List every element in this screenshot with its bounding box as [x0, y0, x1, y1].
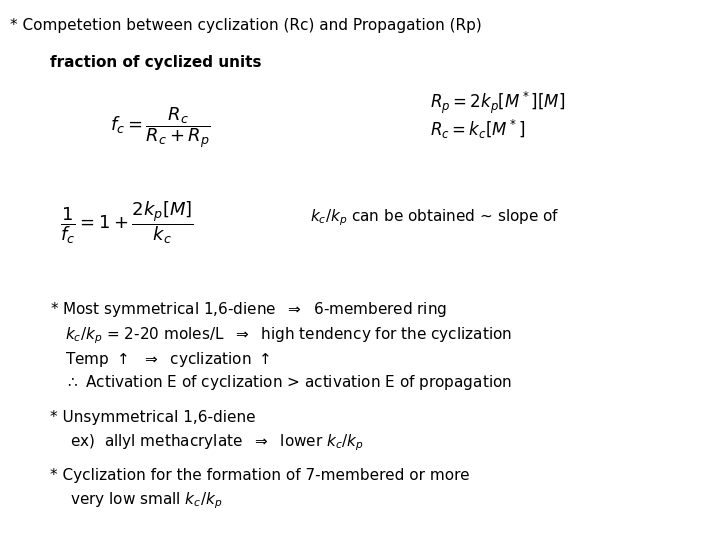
Text: very low small $k_c/k_p$: very low small $k_c/k_p$: [70, 490, 222, 511]
Text: * Unsymmetrical 1,6-diene: * Unsymmetrical 1,6-diene: [50, 410, 256, 425]
Text: $\therefore$ Activation E of cyclization > activation E of propagation: $\therefore$ Activation E of cyclization…: [65, 373, 512, 392]
Text: $f_c = \dfrac{R_c}{R_c + R_p}$: $f_c = \dfrac{R_c}{R_c + R_p}$: [110, 105, 211, 150]
Text: * Cyclization for the formation of 7-membered or more: * Cyclization for the formation of 7-mem…: [50, 468, 469, 483]
Text: $k_c/k_p$ = 2-20 moles/L  $\Rightarrow$  high tendency for the cyclization: $k_c/k_p$ = 2-20 moles/L $\Rightarrow$ h…: [65, 325, 512, 346]
Text: ex)  allyl methacrylate  $\Rightarrow$  lower $k_c/k_p$: ex) allyl methacrylate $\Rightarrow$ low…: [70, 432, 364, 453]
Text: $k_c/k_p$ can be obtained ~ slope of: $k_c/k_p$ can be obtained ~ slope of: [310, 207, 559, 227]
Text: fraction of cyclized units: fraction of cyclized units: [50, 55, 261, 70]
Text: * Most symmetrical 1,6-diene  $\Rightarrow$  6-membered ring: * Most symmetrical 1,6-diene $\Rightarro…: [50, 300, 447, 319]
Text: Temp $\uparrow$  $\Rightarrow$  cyclization $\uparrow$: Temp $\uparrow$ $\Rightarrow$ cyclizatio…: [65, 350, 270, 369]
Text: $R_p = 2k_p[M^*][M]$: $R_p = 2k_p[M^*][M]$: [430, 90, 565, 116]
Text: $R_c = k_c[M^*]$: $R_c = k_c[M^*]$: [430, 118, 526, 141]
Text: $\dfrac{1}{f_c} = 1 + \dfrac{2k_p[M]}{k_c}$: $\dfrac{1}{f_c} = 1 + \dfrac{2k_p[M]}{k_…: [60, 200, 194, 246]
Text: * Competetion between cyclization (Rc) and Propagation (Rp): * Competetion between cyclization (Rc) a…: [10, 18, 482, 33]
